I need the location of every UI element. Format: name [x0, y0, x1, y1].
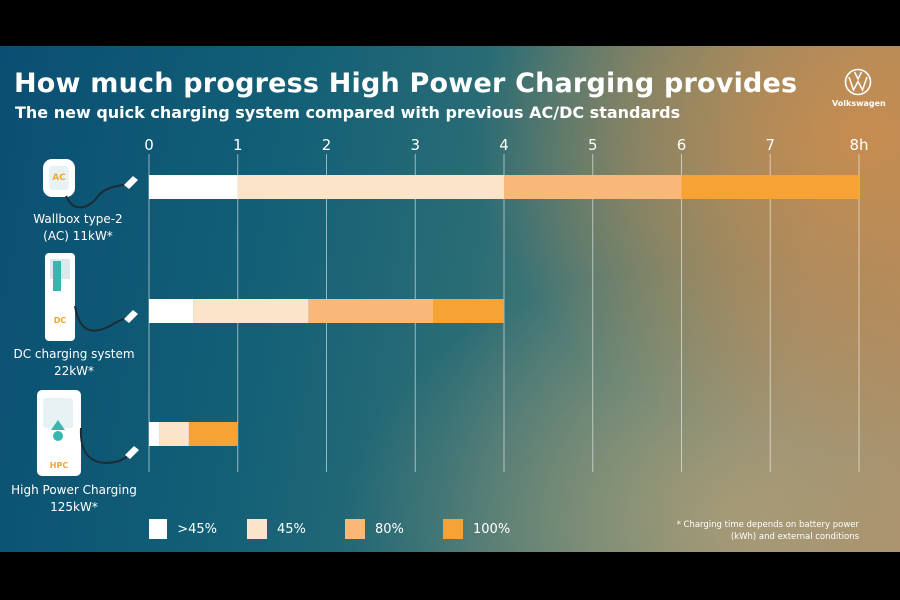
footnote-line: * Charging time depends on battery power [676, 520, 859, 530]
bar-segment [433, 299, 504, 323]
station-spec: (AC) 11kW* [43, 229, 113, 243]
page-title: How much progress High Power Charging pr… [14, 68, 798, 99]
footnote: * Charging time depends on battery power… [640, 519, 859, 543]
legend-swatch [247, 519, 267, 539]
ac-badge: AC [52, 173, 66, 183]
station-label-wallbox: Wallbox type-2 (AC) 11kW* [8, 211, 148, 245]
bar-segment [193, 299, 309, 323]
station-name: DC charging system [13, 347, 135, 361]
x-tick-label: 5 [588, 136, 598, 154]
hpc-badge: HPC [50, 461, 69, 470]
bar-segment [504, 175, 682, 199]
x-tick-label: 1 [233, 136, 243, 154]
station-label-dc: DC charging system 22kW* [4, 346, 144, 380]
bar-segment [681, 175, 859, 199]
legend-swatch [443, 519, 463, 539]
station-label-hpc: High Power Charging 125kW* [4, 482, 144, 516]
chart-legend: >45% 45% 80% 100% [149, 519, 511, 539]
hpc-station-icon: HPC [37, 390, 139, 476]
wallbox-device-icon: AC [43, 159, 138, 209]
dc-station-icon: DC [45, 253, 138, 341]
legend-label: 80% [375, 521, 404, 537]
legend-label: 100% [473, 521, 511, 537]
bar-segment [149, 422, 160, 446]
x-tick-label: 2 [322, 136, 332, 154]
legend-swatch [345, 519, 365, 539]
footnote-line: (kWh) and external conditions [730, 532, 859, 542]
page-subtitle: The new quick charging system compared w… [15, 103, 681, 122]
legend-item: >45% [149, 519, 217, 539]
legend-item: 100% [443, 519, 511, 539]
charging-time-chart: 0 1 2 3 4 5 6 7 8h [144, 136, 869, 472]
bar-segment [159, 422, 189, 446]
dc-badge: DC [54, 316, 67, 325]
station-name: High Power Charging [11, 483, 137, 497]
bar-segment [149, 299, 194, 323]
legend-label: >45% [177, 521, 217, 537]
x-tick-label: 3 [410, 136, 420, 154]
bar-segment [308, 299, 433, 323]
legend-label: 45% [277, 521, 306, 537]
x-tick-label: 4 [499, 136, 509, 154]
legend-swatch [149, 519, 168, 539]
x-tick-label: 7 [765, 136, 775, 154]
legend-item: 45% [247, 519, 315, 539]
bar-segment [188, 422, 238, 446]
bar-segment [149, 175, 238, 199]
brand-name: Volkswagen [832, 99, 886, 108]
brand-logo: Volkswagen [832, 68, 886, 108]
x-tick-label: 8h [849, 136, 868, 154]
vw-logo-icon [844, 68, 872, 96]
station-spec: 125kW* [50, 500, 98, 514]
station-spec: 22kW* [53, 364, 95, 378]
station-name: Wallbox type-2 [33, 212, 123, 226]
x-tick-label: 6 [677, 136, 687, 154]
infographic: How much progress High Power Charging pr… [0, 46, 900, 552]
legend-item: 80% [345, 519, 413, 539]
x-tick-label: 0 [144, 136, 154, 154]
bar-segment [237, 175, 504, 199]
